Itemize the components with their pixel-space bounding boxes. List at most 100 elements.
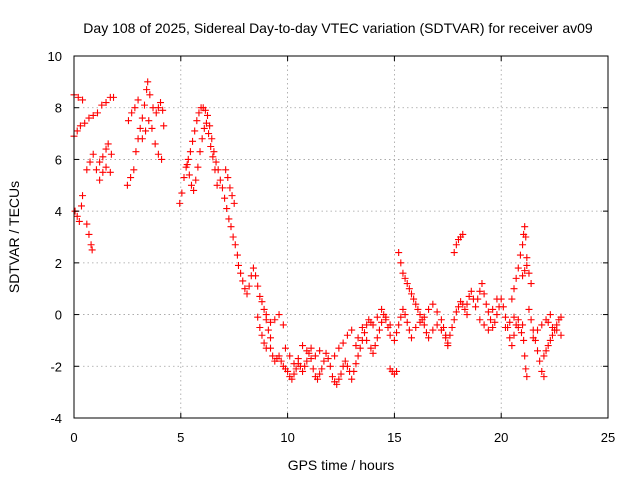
data-point <box>521 267 529 275</box>
data-point <box>508 295 516 303</box>
data-point <box>258 298 266 306</box>
data-point <box>373 334 381 342</box>
data-point <box>223 205 231 213</box>
data-point <box>130 166 138 174</box>
data-point <box>410 295 418 303</box>
data-point <box>241 285 249 293</box>
data-point <box>226 184 234 192</box>
data-point <box>299 367 307 375</box>
y-tick-label: 10 <box>48 49 62 64</box>
data-point <box>437 326 445 334</box>
data-point <box>520 336 528 344</box>
data-point <box>416 311 424 319</box>
data-point <box>264 326 272 334</box>
data-point <box>204 111 211 119</box>
data-point <box>397 259 405 267</box>
data-point <box>452 241 460 249</box>
data-point <box>136 124 144 132</box>
data-point <box>102 99 110 107</box>
data-point <box>160 122 168 130</box>
data-point <box>401 311 409 319</box>
data-point <box>227 223 235 231</box>
data-point <box>316 347 324 355</box>
data-point <box>452 308 460 316</box>
data-point <box>542 347 550 355</box>
data-point <box>522 233 530 241</box>
grid-lines <box>74 56 608 418</box>
data-point <box>544 318 552 326</box>
data-point <box>237 269 245 277</box>
data-point <box>88 246 96 254</box>
data-point <box>233 251 241 259</box>
data-point <box>158 155 166 163</box>
data-point <box>465 292 473 300</box>
data-point <box>212 158 220 166</box>
data-point <box>522 365 530 373</box>
data-point <box>252 272 260 280</box>
data-point <box>254 282 262 290</box>
data-point <box>96 176 104 184</box>
data-point <box>354 352 362 360</box>
data-point <box>210 148 218 156</box>
data-point <box>322 349 330 357</box>
data-point <box>519 241 527 249</box>
data-point <box>521 352 529 360</box>
data-point <box>275 311 283 319</box>
data-point <box>89 150 97 158</box>
axis-ticks <box>73 55 609 419</box>
data-point <box>407 334 415 342</box>
data-point <box>369 321 377 329</box>
data-point <box>523 261 531 269</box>
data-point <box>525 305 533 313</box>
data-point <box>378 318 386 326</box>
data-point <box>326 362 334 370</box>
data-point <box>446 331 454 339</box>
data-point <box>83 166 91 174</box>
data-point <box>73 127 81 135</box>
data-point <box>143 86 151 94</box>
x-tick-label: 15 <box>387 430 401 445</box>
data-point <box>482 300 490 308</box>
data-point <box>228 192 236 200</box>
data-point <box>85 230 93 238</box>
data-point <box>93 109 101 117</box>
data-point <box>433 321 441 329</box>
data-point <box>540 352 548 360</box>
data-point <box>514 324 522 331</box>
data-point <box>307 355 315 363</box>
data-point <box>267 344 275 352</box>
data-point <box>301 362 309 370</box>
data-point <box>489 324 497 331</box>
x-tick-label: 5 <box>177 430 184 445</box>
data-point <box>429 326 437 334</box>
y-tick-label: 8 <box>55 101 62 116</box>
data-point <box>407 290 415 298</box>
data-point <box>254 313 262 321</box>
data-point <box>478 280 486 288</box>
x-axis-label: GPS time / hours <box>288 457 395 473</box>
data-point <box>234 261 242 269</box>
data-point <box>146 91 154 99</box>
data-point <box>229 233 237 241</box>
data-point <box>134 96 142 104</box>
data-point <box>350 367 358 375</box>
data-point <box>198 135 206 143</box>
data-point <box>231 241 239 249</box>
data-point <box>79 192 87 200</box>
data-point <box>425 334 433 342</box>
data-point <box>152 109 160 117</box>
data-point <box>79 96 87 104</box>
data-point <box>331 352 339 360</box>
data-point <box>397 313 405 321</box>
data-point <box>405 326 413 334</box>
data-point <box>480 290 488 298</box>
data-point <box>442 334 450 342</box>
data-point <box>521 223 529 231</box>
data-point <box>553 326 561 334</box>
data-point <box>73 212 81 220</box>
data-point <box>303 357 311 365</box>
data-point <box>184 155 192 163</box>
data-point <box>221 194 229 202</box>
